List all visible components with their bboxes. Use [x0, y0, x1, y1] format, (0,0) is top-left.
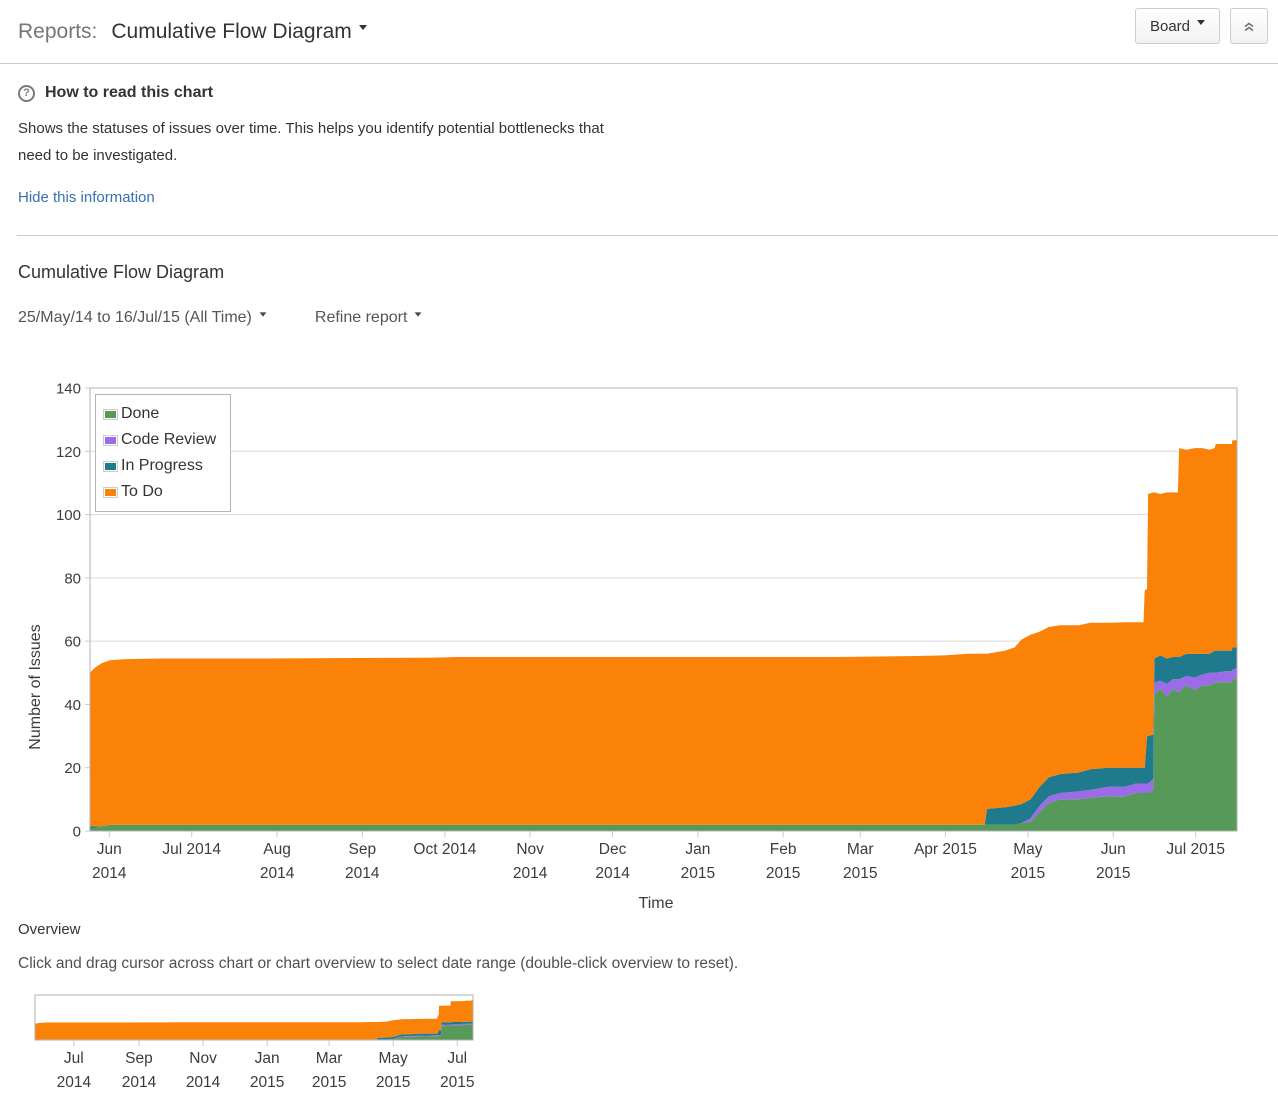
board-button[interactable]: Board	[1134, 8, 1220, 44]
chevron-down-icon	[1197, 19, 1205, 25]
svg-text:120: 120	[56, 444, 81, 461]
to-do-swatch-icon	[103, 486, 118, 498]
legend-item-in-progress: In Progress	[103, 453, 216, 479]
chevron-down-icon	[259, 311, 267, 317]
overview-instruction: Click and drag cursor across chart or ch…	[18, 955, 739, 972]
hide-information-link[interactable]: Hide this information	[18, 189, 155, 206]
report-title: Cumulative Flow Diagram	[18, 262, 225, 282]
svg-text:Oct 2014: Oct 2014	[413, 841, 476, 858]
svg-text:20: 20	[64, 760, 81, 777]
x-axis-title: Time	[639, 895, 674, 912]
legend-item-done: Done	[103, 401, 216, 427]
svg-text:100: 100	[56, 507, 81, 524]
chart-legend: Done Code Review In Progress To Do	[95, 394, 232, 512]
double-chevron-up-icon	[1244, 22, 1254, 32]
how-to-read-panel: ? How to read this chart Shows the statu…	[18, 84, 778, 207]
report-type-dropdown[interactable]: Cumulative Flow Diagram	[111, 19, 367, 44]
chevron-down-icon	[358, 25, 367, 30]
refine-report-dropdown[interactable]: Refine report	[315, 309, 423, 327]
overview-label: Overview	[18, 921, 81, 938]
report-filters: 25/May/14 to 16/Jul/15 (All Time) Refine…	[18, 309, 422, 327]
overview-chart-area: Jul 2014 Sep 2014 Nov 2014 Jan 2015 Mar 2015 May 20…	[0, 990, 540, 1108]
svg-text:Jul 2014: Jul 2014	[162, 841, 221, 858]
date-range-label: 25/May/14 to 16/Jul/15 (All Time)	[18, 309, 252, 326]
legend-item-to-do: To Do	[103, 479, 216, 505]
svg-text:40: 40	[64, 697, 81, 714]
overview-chart[interactable]: Jul 2014 Sep 2014 Nov 2014 Jan 2015 Mar 2015 May 20…	[0, 990, 540, 1108]
report-header-bar: Reports: Cumulative Flow Diagram Board	[0, 0, 1278, 64]
chevron-down-icon	[414, 311, 422, 317]
reports-label: Reports:	[18, 19, 98, 43]
date-range-dropdown[interactable]: 25/May/14 to 16/Jul/15 (All Time)	[18, 309, 267, 327]
cumulative-flow-chart[interactable]: Number of Issues Time Jun 2014 Jul 2014 Aug…	[0, 375, 1278, 925]
current-report-name: Cumulative Flow Diagram	[111, 19, 352, 43]
svg-text:Jul 2015: Jul 2015	[1166, 841, 1225, 858]
svg-text:60: 60	[64, 634, 81, 651]
topbar-buttons: Board	[1134, 8, 1268, 44]
legend-item-code-review: Code Review	[103, 427, 216, 453]
svg-text:0: 0	[73, 824, 81, 841]
in-progress-swatch-icon	[103, 460, 118, 472]
refine-report-label: Refine report	[314, 309, 408, 326]
info-panel-title: How to read this chart	[45, 84, 214, 101]
main-chart-area: Number of Issues Time Jun 2014 Jul 2014 Aug…	[0, 375, 1278, 925]
code-review-swatch-icon	[103, 434, 118, 446]
help-icon: ?	[18, 84, 35, 102]
y-axis-title: Number of Issues	[27, 624, 44, 749]
collapse-panel-button[interactable]	[1230, 8, 1268, 44]
svg-text:Apr 2015: Apr 2015	[914, 841, 977, 858]
svg-text:140: 140	[56, 381, 81, 398]
section-divider	[17, 235, 1278, 236]
svg-text:80: 80	[64, 570, 81, 587]
info-panel-description: Shows the statuses of issues over time. …	[18, 120, 604, 164]
done-swatch-icon	[103, 408, 118, 420]
